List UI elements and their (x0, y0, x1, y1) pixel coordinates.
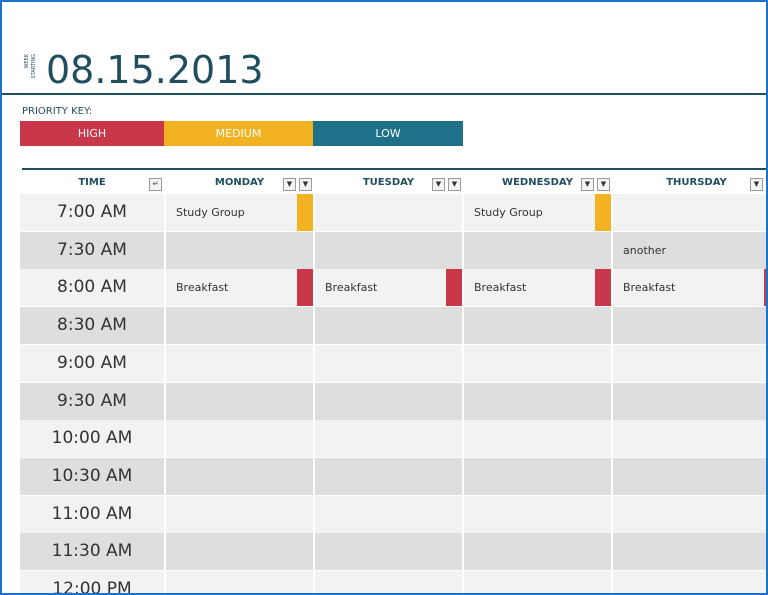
time-cell: 7:30 AM (20, 231, 164, 269)
event-cell (464, 533, 611, 571)
column-header: TIME (78, 177, 106, 188)
time-cell: 9:30 AM (20, 382, 164, 420)
event-cell (464, 420, 611, 458)
event-cell (166, 495, 313, 533)
event-cell (315, 457, 462, 495)
filter-button[interactable]: ▼ (432, 178, 445, 191)
event-cell (166, 307, 313, 345)
priority-1: MEDIUM (164, 121, 313, 146)
priority-marker (595, 269, 611, 307)
event-cell: Breakfast (166, 269, 313, 307)
event-cell (315, 382, 462, 420)
event-cell (464, 495, 611, 533)
event-cell: Breakfast (315, 269, 462, 307)
time-cell: 9:00 AM (20, 344, 164, 382)
priority-key-label: PRIORITY KEY: (22, 106, 93, 117)
event-cell (315, 495, 462, 533)
event-cell (315, 307, 462, 345)
event-cell (613, 533, 766, 571)
event-cell (166, 231, 313, 269)
priority-marker (446, 269, 462, 307)
priority-marker (764, 269, 766, 307)
time-cell: 11:30 AM (20, 533, 164, 571)
priority-marker (297, 269, 313, 307)
event-cell (315, 231, 462, 269)
time-cell: 7:00 AM (20, 194, 164, 231)
filter-button[interactable]: ▼ (750, 178, 763, 191)
filter-button[interactable]: ▼ (283, 178, 296, 191)
event-cell (315, 194, 462, 231)
event-cell: Breakfast (613, 269, 766, 307)
filter-button[interactable]: ▼ (299, 178, 312, 191)
column-header: TUESDAY (362, 177, 415, 188)
filter-button[interactable]: ▼ (581, 178, 594, 191)
time-cell: 8:00 AM (20, 269, 164, 307)
event-cell (315, 571, 462, 593)
event-cell (613, 194, 766, 231)
event-cell (315, 533, 462, 571)
event-cell (613, 344, 766, 382)
event-cell (464, 382, 611, 420)
event-cell (166, 533, 313, 571)
event-cell: Breakfast (464, 269, 611, 307)
event-cell (166, 457, 313, 495)
event-cell (464, 231, 611, 269)
column-header: MONDAY (214, 177, 265, 188)
event-cell (613, 307, 766, 345)
rule (22, 168, 766, 170)
priority-marker (595, 194, 611, 231)
event-cell (166, 571, 313, 593)
filter-button[interactable]: ▼ (597, 178, 610, 191)
event-cell (166, 344, 313, 382)
time-cell: 10:00 AM (20, 420, 164, 458)
time-cell: 10:30 AM (20, 457, 164, 495)
time-cell: 12:00 PM (20, 571, 164, 593)
event-cell (464, 344, 611, 382)
rule (2, 93, 766, 95)
event-cell (166, 382, 313, 420)
column-header: THURSDAY (666, 177, 727, 188)
priority-0: HIGH (20, 121, 164, 146)
event-cell (166, 420, 313, 458)
event-cell (464, 571, 611, 593)
event-cell (315, 344, 462, 382)
week-label: STARTING (31, 54, 37, 79)
event-cell (613, 457, 766, 495)
week-label: WEEK (24, 54, 30, 69)
column-header: WEDNESDAY (502, 177, 573, 188)
event-cell (613, 495, 766, 533)
week-date: 08.15.2013 (46, 48, 264, 92)
event-cell (613, 382, 766, 420)
event-cell: Study Group (464, 194, 611, 231)
event-cell: another (613, 231, 766, 269)
event-cell (613, 420, 766, 458)
event-cell: Study Group (166, 194, 313, 231)
event-cell (613, 571, 766, 593)
priority-marker (297, 194, 313, 231)
event-cell (315, 420, 462, 458)
event-cell (464, 457, 611, 495)
event-cell (464, 307, 611, 345)
filter-button[interactable]: ▼ (448, 178, 461, 191)
time-cell: 8:30 AM (20, 307, 164, 345)
priority-2: LOW (313, 121, 463, 146)
sort-button[interactable]: ↵ (149, 178, 162, 191)
time-cell: 11:00 AM (20, 495, 164, 533)
